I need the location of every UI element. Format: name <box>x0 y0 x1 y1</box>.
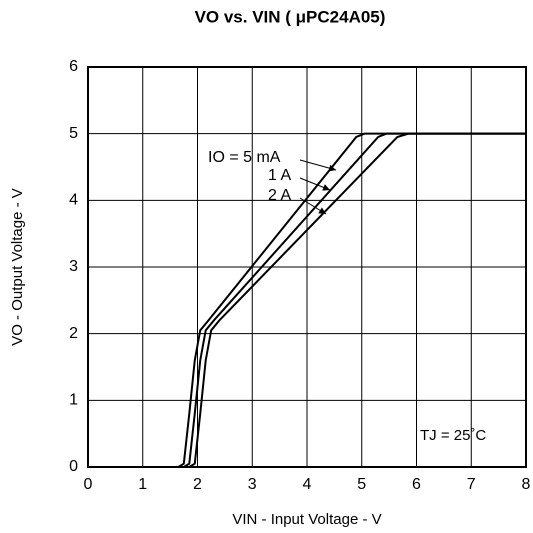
chart-title: VO vs. VIN ( μPC24A05) <box>195 7 386 26</box>
x-tick-label: 0 <box>84 476 93 493</box>
y-tick-label: 3 <box>69 258 78 275</box>
x-tick-label: 8 <box>522 476 531 493</box>
x-tick-label: 6 <box>412 476 421 493</box>
y-tick-label: 1 <box>69 392 78 409</box>
series-label: IO = 5 mA <box>208 149 281 166</box>
plot-frame <box>87 66 527 468</box>
annotation: TJ = 25˚C <box>420 427 486 444</box>
x-tick-label: 4 <box>303 476 312 493</box>
x-axis-label: VIN - Input Voltage - V <box>232 511 381 528</box>
y-tick-label: 4 <box>69 192 78 209</box>
x-tick-label: 7 <box>467 476 476 493</box>
series-line <box>88 132 526 468</box>
series-line <box>88 132 526 468</box>
y-tick-label: 0 <box>69 458 78 475</box>
label-arrow <box>299 197 327 215</box>
y-tick-label: 5 <box>69 125 78 142</box>
y-tick-label: 6 <box>69 58 78 75</box>
series-label: 2 A <box>268 187 291 204</box>
series-line <box>88 132 526 468</box>
x-tick-label: 5 <box>357 476 366 493</box>
y-axis-label: VO - Output Voltage - V <box>9 188 26 346</box>
x-tick-label: 3 <box>248 476 257 493</box>
series-label: 1 A <box>268 167 291 184</box>
x-tick-label: 2 <box>193 476 202 493</box>
x-tick-label: 1 <box>138 476 147 493</box>
label-arrow <box>299 159 337 172</box>
y-tick-label: 2 <box>69 325 78 342</box>
label-arrow <box>299 177 331 191</box>
